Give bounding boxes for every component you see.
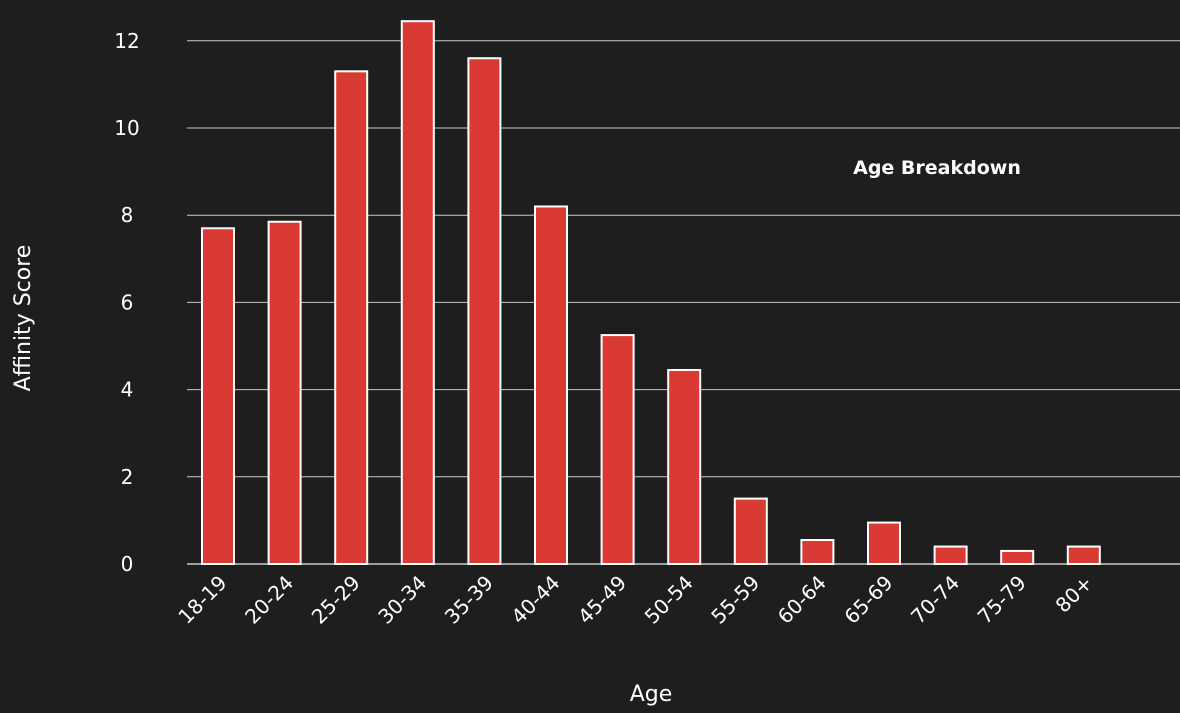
y-axis-label: Affinity Score bbox=[11, 245, 36, 392]
bar-55-59 bbox=[733, 497, 768, 566]
x-tick-label: 35-39 bbox=[440, 571, 498, 629]
y-tick-label: 0 bbox=[121, 552, 134, 576]
x-tick-label: 20-24 bbox=[240, 571, 298, 629]
bars bbox=[201, 20, 1101, 566]
x-tick-label: 80+ bbox=[1051, 571, 1098, 618]
x-tick-label: 50-54 bbox=[640, 571, 698, 629]
bar-18-19 bbox=[201, 227, 235, 565]
x-tick-label: 75-79 bbox=[973, 571, 1031, 629]
x-tick-label: 18-19 bbox=[173, 571, 231, 629]
bar-50-54 bbox=[667, 368, 702, 566]
bar-30-34 bbox=[400, 20, 435, 566]
x-tick-label: 40-44 bbox=[506, 571, 564, 629]
bar-65-69 bbox=[867, 521, 901, 566]
y-tick-label: 12 bbox=[114, 29, 139, 53]
bar-80+ bbox=[1066, 545, 1101, 565]
x-tick-label: 70-74 bbox=[906, 571, 964, 629]
bar-60-64 bbox=[800, 539, 835, 566]
bar-70-74 bbox=[933, 545, 968, 565]
y-tick-label: 6 bbox=[121, 290, 134, 314]
x-tick-label: 45-49 bbox=[573, 571, 631, 629]
bar-25-29 bbox=[334, 70, 369, 565]
x-tick-label: 30-34 bbox=[373, 571, 431, 629]
y-tick-label: 8 bbox=[121, 203, 134, 227]
x-tick-label: 65-69 bbox=[839, 571, 897, 629]
x-tick-label: 25-29 bbox=[307, 571, 365, 629]
x-tick-labels: 18-19 20-24 25-29 30-34 35-39 40-44 45-49 50-54… bbox=[173, 571, 1097, 629]
bar-35-39 bbox=[467, 57, 502, 566]
chart-title: Age Breakdown bbox=[853, 157, 1021, 179]
y-tick-label: 2 bbox=[121, 465, 134, 489]
bar-45-49 bbox=[600, 334, 635, 565]
x-tick-label: 55-59 bbox=[706, 571, 764, 629]
bar-75-79 bbox=[1000, 549, 1035, 565]
y-tick-label: 10 bbox=[114, 116, 139, 140]
bar-20-24 bbox=[267, 220, 302, 566]
bar-40-44 bbox=[534, 205, 568, 565]
y-tick-label: 4 bbox=[121, 378, 134, 402]
x-tick-label: 60-64 bbox=[773, 571, 831, 629]
x-axis-label: Age bbox=[630, 682, 673, 707]
y-tick-labels: 0 2 4 6 8 10 12 bbox=[114, 29, 139, 576]
